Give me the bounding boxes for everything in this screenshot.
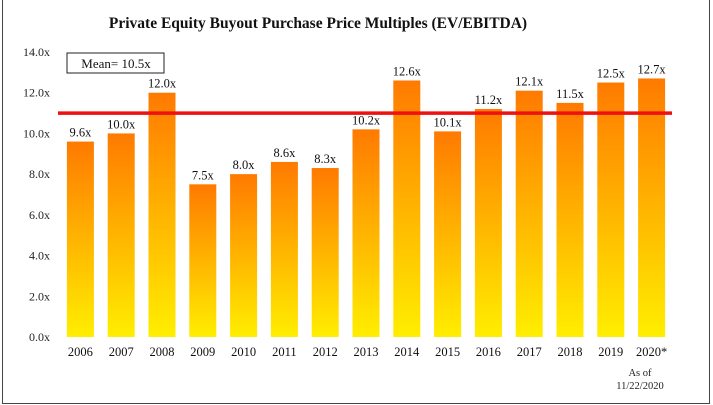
data-label: 10.2x xyxy=(352,113,381,127)
x-tick-label: 2011 xyxy=(272,345,297,359)
bar xyxy=(434,131,462,337)
data-label: 12.1x xyxy=(515,75,544,89)
data-labels: 9.6x 10.0x 12.0x 7.5x 8.0x 8.6x 8.3x 10.2x 12.6x… xyxy=(69,62,666,182)
y-tick-label: 4.0x xyxy=(29,249,50,263)
data-label: 8.0x xyxy=(233,158,256,172)
x-tick-label: 2007 xyxy=(109,345,134,359)
y-tick-label: 14.0x xyxy=(23,45,50,59)
data-label: 11.5x xyxy=(556,87,584,101)
bar xyxy=(107,133,135,337)
mean-legend: Mean= 10.5x xyxy=(66,52,165,74)
y-tick-label: 12.0x xyxy=(23,86,50,100)
mean-legend-box xyxy=(66,52,165,74)
chart-title: Private Equity Buyout Purchase Price Mul… xyxy=(109,15,527,32)
date-note-line1: As of xyxy=(628,368,652,379)
data-label: 12.5x xyxy=(597,67,626,81)
bar xyxy=(515,90,543,337)
mean-legend-label: Mean= 10.5x xyxy=(81,56,151,71)
data-label: 12.6x xyxy=(393,65,422,79)
data-label: 9.6x xyxy=(69,126,92,140)
x-tick-label: 2010 xyxy=(231,345,256,359)
data-label: 12.0x xyxy=(148,77,177,91)
bar xyxy=(597,82,625,338)
y-tick-label: 6.0x xyxy=(29,208,50,222)
y-tick-label: 2.0x xyxy=(29,289,50,303)
bar xyxy=(66,141,94,337)
x-axis: 2006 2007 2008 2009 2010 2011 2012 2013 2014 2015… xyxy=(68,345,667,359)
y-tick-label: 8.0x xyxy=(29,167,50,181)
y-axis: 0.0x 2.0x 4.0x 6.0x 8.0x 10.0x 12.0x 14.0x xyxy=(23,45,50,344)
x-tick-label: 2009 xyxy=(190,345,215,359)
data-label: 8.6x xyxy=(273,146,296,160)
data-label: 12.7x xyxy=(638,62,667,76)
x-tick-label: 2006 xyxy=(68,345,93,359)
bar xyxy=(556,102,584,338)
y-tick-label: 0.0x xyxy=(29,330,50,344)
x-tick-label: 2018 xyxy=(558,345,583,359)
bar xyxy=(189,184,217,337)
date-note-line2: 11/22/2020 xyxy=(616,381,663,392)
data-label: 10.0x xyxy=(107,117,136,131)
bar xyxy=(270,161,298,337)
data-label: 8.3x xyxy=(314,152,337,166)
bar xyxy=(638,78,666,337)
bar xyxy=(393,80,421,337)
bar xyxy=(230,174,258,337)
x-tick-label: 2019 xyxy=(598,345,623,359)
x-tick-label: 2017 xyxy=(517,345,542,359)
bar xyxy=(148,92,176,337)
bar-series xyxy=(66,78,666,338)
data-label: 10.1x xyxy=(434,115,463,129)
x-tick-label: 2016 xyxy=(476,345,501,359)
data-label: 11.2x xyxy=(475,93,503,107)
bar xyxy=(352,129,380,337)
x-tick-label: 2015 xyxy=(435,345,460,359)
x-tick-label: 2013 xyxy=(354,345,379,359)
bar xyxy=(474,109,502,337)
y-tick-label: 10.0x xyxy=(23,126,50,140)
x-tick-label: 2012 xyxy=(313,345,338,359)
bar xyxy=(311,168,339,337)
x-tick-label: 2014 xyxy=(394,345,420,359)
data-label: 7.5x xyxy=(192,168,215,182)
x-tick-label: 2008 xyxy=(150,345,175,359)
x-tick-label: 2020* xyxy=(636,345,667,359)
